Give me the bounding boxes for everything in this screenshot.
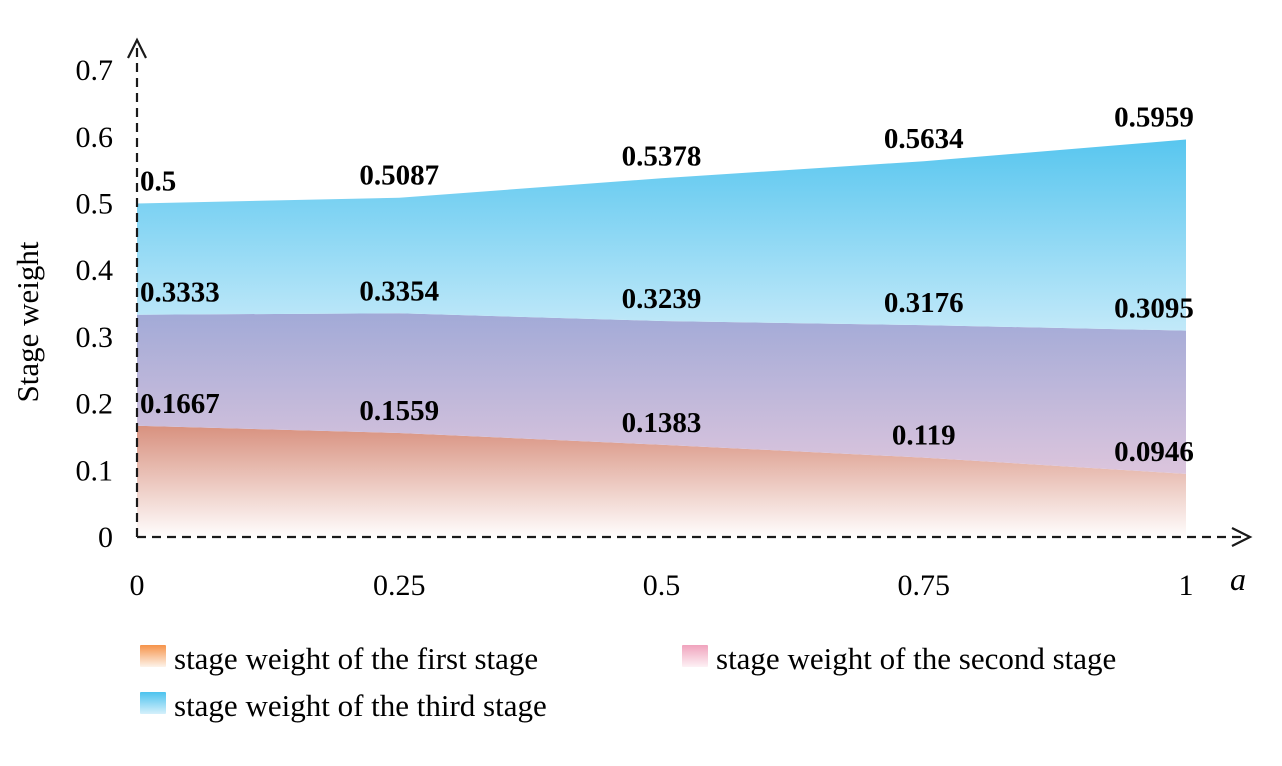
y-tick-label: 0.2 — [76, 388, 114, 421]
x-tick-label: 1 — [1179, 569, 1194, 602]
y-tick-label: 0.7 — [76, 54, 114, 87]
point-label-third-stage: 0.5959 — [1114, 102, 1194, 134]
legend-label-second-stage: stage weight of the second stage — [716, 641, 1116, 676]
legend-label-third-stage: stage weight of the third stage — [174, 688, 547, 723]
y-axis-title: Stage weight — [10, 241, 45, 402]
point-label-third-stage: 0.5 — [140, 166, 176, 198]
point-label-third-stage: 0.5634 — [884, 123, 964, 155]
y-tick-label: 0 — [98, 521, 113, 554]
y-axis-arrow-icon — [127, 37, 147, 59]
legend-swatch-second-stage — [682, 645, 708, 667]
axis-titles: Stage weight a — [10, 241, 1246, 597]
x-tick-label: 0.75 — [898, 569, 951, 602]
point-label-second-stage: 0.3095 — [1114, 293, 1194, 325]
y-tick-label: 0.4 — [76, 254, 114, 287]
point-label-second-stage: 0.3333 — [140, 277, 220, 309]
area-first-stage — [137, 425, 1186, 537]
point-label-first-stage: 0.1667 — [140, 388, 220, 420]
point-label-third-stage: 0.5087 — [359, 160, 439, 192]
legend: stage weight of the first stage stage wei… — [140, 641, 1116, 723]
point-label-first-stage: 0.119 — [892, 420, 956, 452]
y-tick-label: 0.1 — [76, 454, 114, 487]
point-label-first-stage: 0.1559 — [359, 395, 439, 427]
axes — [127, 37, 1253, 547]
area-second-stage — [137, 313, 1186, 474]
legend-swatch-first-stage — [140, 645, 166, 667]
legend-item-first-stage: stage weight of the first stage — [140, 641, 538, 676]
legend-label-first-stage: stage weight of the first stage — [174, 641, 538, 676]
legend-item-third-stage: stage weight of the third stage — [140, 688, 547, 723]
x-tick-label: 0 — [130, 569, 145, 602]
point-label-first-stage: 0.0946 — [1114, 436, 1194, 468]
y-tick-label: 0.6 — [76, 121, 114, 154]
y-tick-label: 0.3 — [76, 321, 114, 354]
tick-labels: 0 0.1 0.2 0.3 0.4 0.5 0.6 0.7 0 0.25 0.5 0.75 1 — [76, 54, 1194, 602]
x-axis-title: a — [1230, 561, 1246, 597]
legend-swatch-third-stage — [140, 692, 166, 714]
point-label-second-stage: 0.3176 — [884, 287, 964, 319]
point-labels: 0.1667 0.1559 0.1383 0.119 0.0946 0.3333 0.335… — [140, 102, 1194, 468]
x-tick-label: 0.5 — [643, 569, 681, 602]
legend-item-second-stage: stage weight of the second stage — [682, 641, 1116, 676]
point-label-second-stage: 0.3354 — [359, 275, 439, 307]
area-third-stage — [137, 139, 1186, 331]
point-label-first-stage: 0.1383 — [622, 407, 702, 439]
y-tick-label: 0.5 — [76, 188, 114, 221]
x-tick-label: 0.25 — [373, 569, 426, 602]
point-label-second-stage: 0.3239 — [622, 283, 702, 315]
point-label-third-stage: 0.5378 — [622, 140, 702, 172]
area-bands — [137, 139, 1186, 537]
x-axis-arrow-icon — [1231, 527, 1253, 547]
